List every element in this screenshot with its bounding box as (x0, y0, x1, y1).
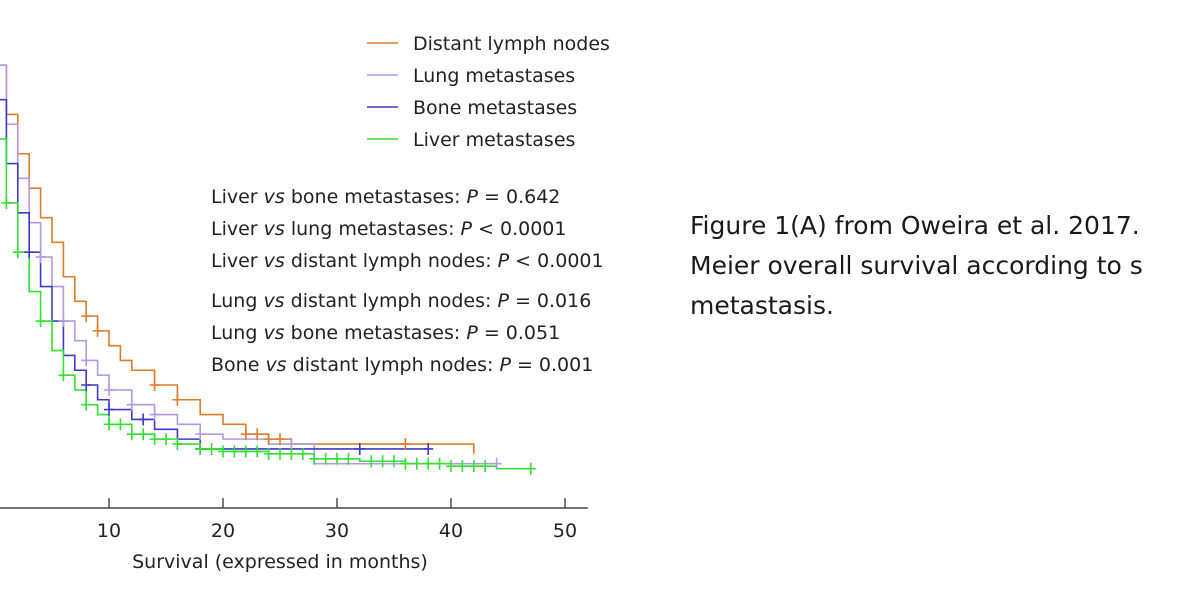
censor-mark (81, 379, 92, 391)
censor-mark (81, 398, 92, 411)
x-axis: 10 20 30 40 50 (0, 498, 588, 542)
censor-mark (1, 196, 12, 209)
caption-line: Figure 1(A) from Oweira et al. 2017. (690, 211, 1140, 240)
censor-mark (138, 413, 149, 426)
censor-mark (446, 460, 456, 473)
censor-mark (35, 251, 46, 264)
censor-mark (252, 428, 263, 441)
censor-mark (104, 383, 114, 396)
censor-mark (468, 460, 479, 473)
censor-mark (457, 460, 468, 473)
censor-mark (126, 398, 137, 411)
censor-mark (149, 433, 160, 446)
censor-mark (195, 442, 206, 455)
x-tick-label: 20 (211, 520, 235, 542)
p-value-annotation: Lung vs bone metastases: P = 0.051 (211, 322, 560, 344)
censor-mark (126, 428, 137, 441)
censor-mark (195, 428, 206, 441)
x-tick-label: 10 (97, 520, 121, 542)
censor-mark (138, 428, 149, 441)
censor-mark (423, 442, 434, 455)
censor-mark (400, 457, 411, 470)
caption-line: metastasis. (690, 291, 834, 320)
censor-mark (297, 447, 308, 460)
censor-mark (149, 408, 160, 421)
p-value-annotations: Liver vs bone metastases: P = 0.642 Liver… (211, 186, 604, 376)
censor-mark (104, 403, 114, 416)
censor-mark (172, 438, 183, 451)
censor-mark (434, 457, 445, 470)
censor-mark (491, 457, 502, 470)
censor-mark (172, 393, 183, 406)
p-value-annotation: Liver vs lung metastases: P < 0.0001 (211, 218, 566, 240)
censor-mark (343, 452, 354, 465)
p-value-annotation: Liver vs bone metastases: P = 0.642 (211, 186, 560, 208)
figure-caption: Figure 1(A) from Oweira et al. 2017. Mei… (690, 206, 1200, 326)
series-line-2 (0, 98, 429, 450)
x-tick-label: 30 (325, 520, 349, 542)
x-tick-label: 50 (553, 520, 577, 542)
legend-entry: Lung metastases (413, 65, 575, 87)
censor-mark (252, 445, 263, 458)
censor-mark (480, 460, 491, 473)
censor-mark (218, 445, 228, 458)
x-tick-label: 40 (439, 520, 463, 542)
censor-mark (366, 455, 377, 468)
p-value-annotation: Liver vs distant lymph nodes: P < 0.0001 (211, 250, 604, 272)
censor-mark (92, 324, 103, 337)
censor-mark (12, 246, 23, 259)
censor-mark (161, 433, 171, 446)
p-value-annotation: Lung vs distant lymph nodes: P = 0.016 (211, 290, 591, 312)
censor-mark (240, 445, 251, 458)
censor-marks (1, 196, 536, 475)
censor-mark (320, 452, 331, 465)
censor-mark (332, 452, 342, 465)
censor-mark (58, 369, 69, 382)
censor-mark (286, 447, 297, 460)
censor-mark (229, 445, 240, 458)
censor-mark (400, 438, 411, 451)
censor-mark (377, 455, 388, 468)
censor-mark (104, 418, 114, 431)
censor-mark (423, 457, 434, 470)
censor-mark (115, 418, 126, 431)
x-axis-label: Survival (expressed in months) (132, 551, 428, 573)
censor-mark (354, 442, 365, 455)
legend-entry: Distant lymph nodes (413, 33, 610, 55)
censor-mark (525, 462, 536, 475)
legend: Distant lymph nodes Lung metastases Bone m… (367, 33, 610, 151)
legend-entry: Liver metastases (413, 129, 575, 151)
censor-mark (263, 433, 274, 446)
censor-mark (24, 246, 35, 259)
censor-mark (149, 379, 160, 391)
censor-mark (309, 452, 320, 465)
p-value-annotation: Bone vs distant lymph nodes: P = 0.001 (211, 354, 593, 376)
censor-mark (81, 310, 92, 323)
caption-line: Meier overall survival according to s (690, 251, 1143, 280)
censor-mark (263, 447, 274, 460)
censor-mark (275, 433, 285, 446)
legend-entry: Bone metastases (413, 97, 577, 119)
censor-mark (206, 442, 217, 455)
censor-mark (58, 315, 69, 328)
censor-mark (240, 428, 251, 441)
censor-mark (81, 354, 92, 367)
series-line-0 (0, 64, 475, 454)
censor-mark (411, 457, 422, 470)
censor-mark (35, 315, 46, 328)
kaplan-meier-chart: 10 20 30 40 50 Survival (expressed in months… (0, 33, 610, 573)
censor-mark (275, 447, 285, 460)
censor-mark (389, 455, 399, 468)
